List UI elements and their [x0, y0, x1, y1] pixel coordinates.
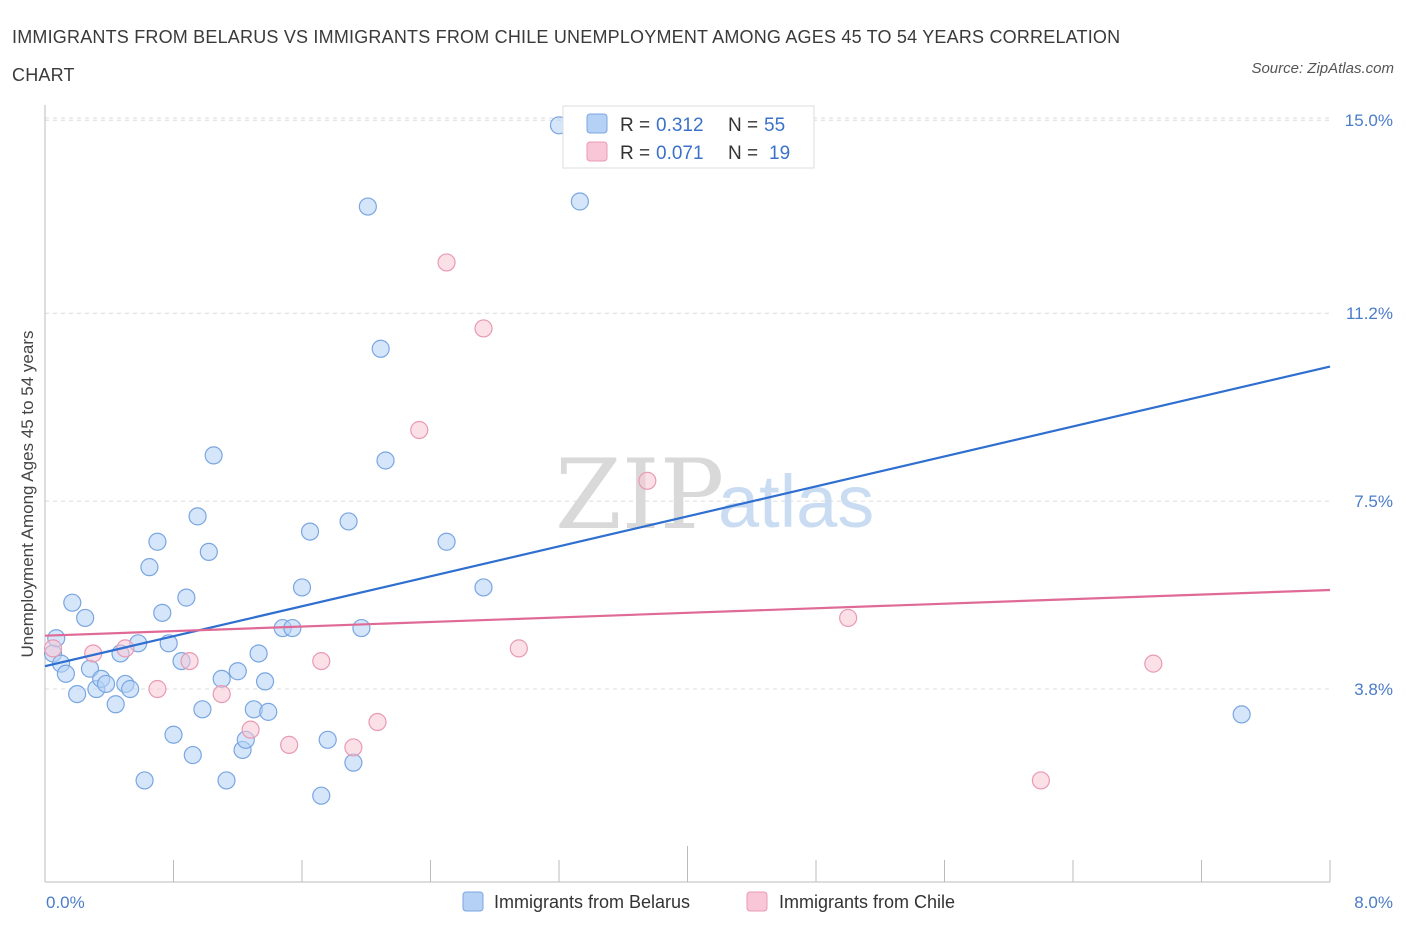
point-chile-11: [410, 420, 429, 440]
y-tick-label-0: 3.8%: [1354, 680, 1393, 699]
point-belarus-5: [68, 684, 87, 704]
x-tick-label-min: 0.0%: [46, 893, 85, 912]
bottom-legend-swatch-chile: [746, 891, 768, 912]
point-belarus-53: [570, 192, 589, 211]
point-belarus-40: [292, 578, 312, 597]
y-tick-label-2: 11.2%: [1346, 304, 1393, 323]
trend-line-belarus: [44, 365, 1331, 668]
legend-n-label-belarus: N =: [728, 115, 758, 136]
point-belarus-36: [255, 672, 275, 691]
point-belarus-54: [1232, 705, 1251, 724]
point-belarus-11: [106, 695, 125, 714]
point-belarus-3: [56, 664, 75, 683]
legend-n-value-belarus: 55: [764, 115, 785, 136]
point-belarus-47: [358, 197, 377, 216]
legend-r-label-belarus: R =: [620, 115, 650, 136]
source-label: Source: ZipAtlas.com: [1251, 60, 1394, 77]
axes: [44, 105, 1331, 883]
point-belarus-27: [199, 542, 218, 562]
point-chile-17: [1031, 771, 1050, 790]
point-belarus-49: [376, 451, 395, 470]
point-chile-12: [437, 253, 456, 272]
point-belarus-46: [352, 618, 371, 638]
legend-n-label-chile: N =: [728, 143, 758, 164]
bottom-legend-label-belarus: Immigrants from Belarus: [494, 892, 690, 912]
point-belarus-16: [135, 771, 154, 790]
point-belarus-6: [76, 608, 95, 628]
x-tick-label-max: 8.0%: [1354, 893, 1393, 912]
point-belarus-19: [153, 603, 172, 622]
trend-line-chile: [44, 588, 1331, 637]
point-belarus-42: [312, 786, 331, 805]
grid-lines: [45, 117, 1330, 690]
point-belarus-21: [164, 725, 183, 744]
bottom-legend-swatch-belarus: [462, 891, 484, 912]
data-points: [43, 116, 1251, 805]
bottom-legend: Immigrants from Belarus Immigrants from …: [462, 891, 955, 912]
point-belarus-44: [339, 512, 358, 531]
point-belarus-23: [177, 588, 196, 607]
trend-lines: [44, 365, 1331, 668]
point-belarus-28: [204, 446, 223, 465]
point-belarus-30: [217, 771, 236, 790]
point-belarus-17: [140, 558, 159, 577]
point-belarus-35: [249, 644, 268, 663]
legend-swatch-chile: [586, 141, 608, 162]
point-chile-6: [241, 720, 260, 739]
point-belarus-48: [371, 339, 390, 358]
point-chile-14: [509, 639, 528, 658]
point-belarus-37: [259, 702, 278, 721]
point-chile-9: [344, 738, 363, 757]
point-belarus-26: [193, 700, 212, 719]
point-belarus-31: [228, 662, 247, 681]
point-chile-18: [1144, 654, 1163, 673]
point-belarus-18: [148, 532, 167, 551]
point-chile-13: [474, 319, 493, 338]
point-belarus-10: [96, 674, 116, 694]
point-belarus-25: [188, 507, 207, 526]
point-chile-10: [368, 712, 387, 732]
point-chile-8: [312, 651, 331, 671]
tick-labels: 3.8% 7.5% 11.2% 15.0% 0.0% 8.0%: [46, 111, 1393, 912]
point-belarus-45: [344, 753, 363, 772]
point-chile-5: [212, 684, 231, 704]
point-belarus-4: [63, 593, 82, 612]
point-chile-3: [148, 679, 167, 699]
point-belarus-43: [318, 730, 337, 749]
y-tick-label-1: 7.5%: [1354, 492, 1393, 511]
point-belarus-24: [183, 745, 202, 765]
watermark-atlas: atlas: [718, 460, 874, 543]
point-belarus-50: [437, 532, 456, 551]
point-belarus-51: [474, 578, 493, 597]
point-chile-15: [638, 471, 657, 490]
bottom-legend-label-chile: Immigrants from Chile: [779, 892, 955, 912]
point-chile-0: [43, 639, 63, 658]
point-chile-4: [180, 651, 199, 671]
legend-n-value-chile: 19: [769, 143, 790, 164]
y-tick-label-3: 15.0%: [1345, 111, 1393, 130]
point-chile-7: [280, 735, 299, 754]
legend-r-value-chile: 0.071: [656, 143, 704, 164]
legend: R = 0.312 N = 55 R = 0.071 N = 19: [562, 105, 815, 169]
chart-title: IMMIGRANTS FROM BELARUS VS IMMIGRANTS FR…: [12, 27, 1121, 85]
point-belarus-14: [121, 679, 140, 699]
legend-r-label-chile: R =: [620, 143, 650, 164]
watermark-zip: ZIP: [555, 439, 724, 551]
point-belarus-41: [300, 522, 320, 541]
legend-r-value-belarus: 0.312: [656, 115, 704, 136]
point-belarus-29: [212, 669, 231, 688]
point-chile-16: [839, 608, 858, 628]
legend-swatch-belarus: [586, 113, 608, 134]
